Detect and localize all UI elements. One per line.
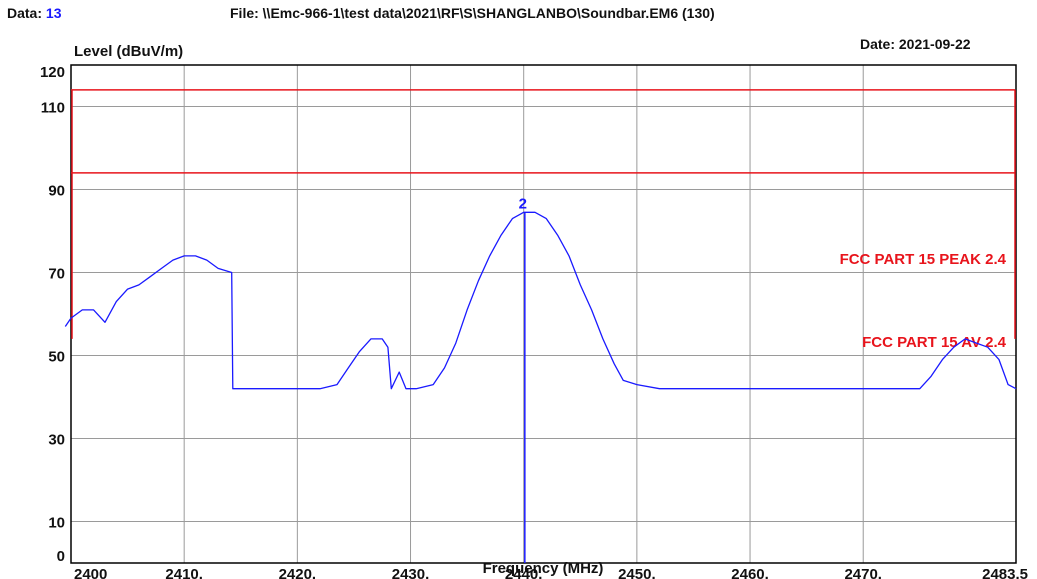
limit-lines: FCC PART 15 PEAK 2.4 FCC PART 15 AV 2.4 — [71, 89, 1016, 351]
trace-line — [64, 211, 1017, 390]
x-tick-label: 2430. — [392, 566, 430, 579]
x-tick-label: 2410. — [165, 566, 203, 579]
limit-label: FCC PART 15 PEAK 2.4 — [840, 251, 1007, 268]
x-tick-label: 2420. — [279, 566, 317, 579]
x-tick-label: 2400 — [74, 566, 107, 579]
data-value: 13 — [45, 5, 62, 21]
y-axis-label: Level (dBuV/m) — [74, 43, 183, 60]
marker-label: 2 — [519, 195, 527, 212]
limit-label: FCC PART 15 AV 2.4 — [862, 334, 1007, 351]
grid — [71, 65, 1016, 563]
y-tick-label: 0 — [57, 548, 65, 565]
y-tick-label: 110 — [41, 100, 65, 117]
tick-labels: 2400 2410. 2420. 2430. 2440. 2450. 2460. 2470. 2… — [40, 64, 1028, 579]
y-tick-label: 90 — [48, 183, 65, 200]
data-label-text: Data: — [7, 5, 43, 21]
data-label: Data: 13 — [7, 5, 61, 21]
y-tick-label: 30 — [48, 432, 65, 449]
trace-layer — [64, 211, 1017, 390]
x-tick-label: 2450. — [618, 566, 656, 579]
x-axis-label: Frequency (MHz) — [483, 560, 604, 577]
plot-border — [70, 64, 1017, 564]
y-tick-label: 120 — [40, 64, 65, 81]
plot-frame — [70, 64, 1017, 564]
y-tick-label: 10 — [48, 515, 65, 532]
x-tick-label: 2440. — [505, 566, 543, 579]
y-tick-label: 50 — [48, 349, 65, 366]
marker-layer: 2 — [519, 195, 527, 563]
date-text: Date: 2021-09-22 — [860, 36, 971, 52]
x-tick-label: 2460. — [731, 566, 769, 579]
file-path: File: \\Emc-966-1\test data\2021\RF\S\SH… — [230, 5, 715, 21]
y-tick-label: 70 — [48, 266, 65, 283]
x-tick-label: 2470. — [844, 566, 882, 579]
x-tick-label: 2483.5 — [982, 566, 1028, 579]
